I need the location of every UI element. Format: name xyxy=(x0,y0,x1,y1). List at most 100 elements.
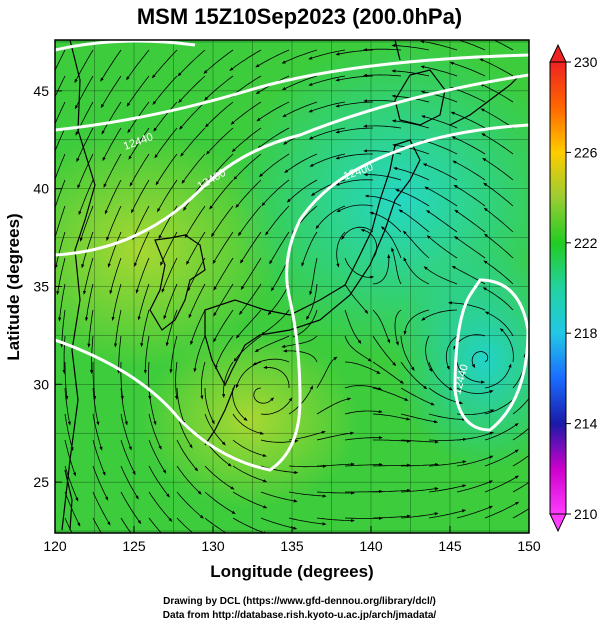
contour-12400-south xyxy=(55,123,529,472)
y-axis-title: Latitude (degrees) xyxy=(4,213,23,360)
streamline xyxy=(131,179,150,214)
streamline xyxy=(260,491,298,503)
streamline xyxy=(151,49,178,79)
streamline xyxy=(221,361,234,399)
streamline xyxy=(301,231,318,267)
streamline xyxy=(163,283,178,320)
streamline xyxy=(457,40,486,51)
streamline xyxy=(204,491,236,515)
streamline xyxy=(148,491,173,522)
streamline xyxy=(391,247,402,285)
streamline xyxy=(471,351,489,369)
streamline xyxy=(372,335,397,367)
streamline xyxy=(369,211,402,233)
streamline xyxy=(92,362,97,400)
streamline xyxy=(58,283,66,322)
streamline xyxy=(479,83,514,103)
streamline xyxy=(240,231,262,264)
streamline xyxy=(400,387,435,406)
streamline xyxy=(79,205,94,242)
streamline xyxy=(484,449,519,467)
streamline xyxy=(391,43,430,51)
streamline xyxy=(428,361,453,391)
streamline xyxy=(134,231,150,267)
streamline xyxy=(92,517,102,533)
streamline xyxy=(120,465,139,500)
streamline xyxy=(106,205,122,242)
streamline xyxy=(422,163,458,181)
streamline xyxy=(181,153,206,184)
streamline xyxy=(344,516,383,520)
streamline xyxy=(392,143,430,155)
streamline xyxy=(120,439,136,476)
streamline xyxy=(240,257,262,291)
streamline xyxy=(481,133,514,155)
contour-12440-north xyxy=(55,53,529,132)
streamline xyxy=(428,387,464,405)
streamline xyxy=(64,362,69,400)
streamline xyxy=(456,361,486,384)
streamline xyxy=(111,283,122,321)
streamline xyxy=(269,231,290,265)
streamline xyxy=(100,75,122,109)
streamline xyxy=(483,260,514,285)
streamline xyxy=(92,465,109,501)
streamline xyxy=(184,205,206,239)
streamline xyxy=(344,309,362,344)
streamline xyxy=(306,283,318,321)
streamline xyxy=(363,124,402,129)
streamline xyxy=(344,462,383,467)
streamline xyxy=(484,422,519,441)
streamline xyxy=(114,309,122,348)
streamline xyxy=(260,465,299,474)
streamline xyxy=(282,101,318,118)
streamline xyxy=(211,205,234,238)
streamline xyxy=(308,75,346,86)
streamline xyxy=(372,488,411,493)
x-tick-label: 135 xyxy=(280,538,304,554)
streamline xyxy=(400,462,439,467)
streamline xyxy=(344,283,369,314)
streamline xyxy=(512,397,529,415)
streamline xyxy=(120,517,132,533)
streamline xyxy=(92,387,100,426)
colorbar-tick-labels: 210 214 218 222 226 230 xyxy=(566,54,598,522)
streamline xyxy=(117,335,122,374)
x-tick-label: 125 xyxy=(122,538,146,554)
streamline xyxy=(267,283,290,316)
y-tick-label: 45 xyxy=(33,83,49,99)
streamline xyxy=(308,101,346,113)
streamline xyxy=(316,462,355,467)
streamline xyxy=(391,69,430,77)
streamline xyxy=(76,127,94,163)
height-contours xyxy=(55,40,529,472)
streamline xyxy=(207,153,234,183)
streamline xyxy=(400,487,439,493)
streamline xyxy=(229,49,262,71)
streamline xyxy=(281,49,318,64)
streamline xyxy=(233,153,262,181)
colorbar-tick-label: 218 xyxy=(574,325,598,341)
streamline xyxy=(344,361,381,374)
streamline xyxy=(512,454,529,467)
streamline xyxy=(483,207,514,233)
streamline xyxy=(308,49,346,60)
streamline xyxy=(231,127,262,153)
colorbar-tick-label: 210 xyxy=(574,506,598,522)
streamline xyxy=(84,283,94,322)
taiwan xyxy=(64,469,73,531)
streamline xyxy=(420,65,458,77)
streamline xyxy=(493,40,514,51)
streamline xyxy=(126,49,150,81)
streamline xyxy=(190,309,206,346)
streamline xyxy=(484,501,520,519)
x-tick-label: 120 xyxy=(43,538,67,554)
streamline xyxy=(450,111,486,129)
streamline xyxy=(421,309,458,321)
colorbar-tick-label: 226 xyxy=(574,144,598,160)
streamline xyxy=(135,257,150,294)
streamline xyxy=(286,179,318,203)
streamline xyxy=(398,209,430,233)
streamline xyxy=(204,387,215,425)
streamline xyxy=(235,309,262,339)
